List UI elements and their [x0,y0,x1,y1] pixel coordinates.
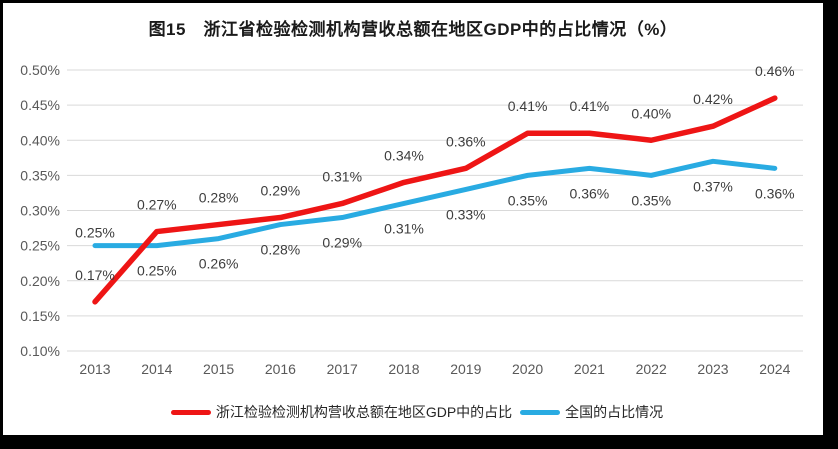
series-line [92,158,778,249]
data-label: 0.31% [384,220,424,236]
x-tick-label: 2021 [574,361,605,377]
data-label: 0.17% [75,267,115,283]
legend-swatch-zhejiang [170,409,211,415]
y-tick-label: 0.15% [20,308,60,324]
x-tick-label: 2023 [697,361,728,377]
data-label: 0.29% [261,183,301,199]
line-chart: 0.50% 0.45% 0.40% 0.35% 0.30% 0.25% 0.20% 0.15%… [20,62,803,377]
data-label: 0.31% [322,168,362,184]
data-label: 0.35% [631,192,671,208]
y-tick-label: 0.10% [20,343,60,359]
y-tick-label: 0.50% [20,62,60,78]
y-tick-label: 0.20% [20,273,60,289]
y-tick-label: 0.30% [20,203,60,219]
data-label: 0.28% [199,190,239,206]
legend: 浙江检验检测机构营收总额在地区GDP中的占比 全国的占比情况 [3,402,823,422]
x-tick-label: 2018 [388,361,419,377]
data-label: 0.36% [570,185,610,201]
y-tick-label: 0.45% [20,97,60,113]
x-tick-label: 2016 [265,361,296,377]
data-label: 0.35% [508,192,548,208]
data-label: 0.36% [755,185,795,201]
x-tick-label: 2024 [759,361,790,377]
legend-label-zhejiang: 浙江检验检测机构营收总额在地区GDP中的占比 [215,404,513,420]
y-tick-label: 0.40% [20,132,60,148]
data-label: 0.28% [261,242,301,258]
data-label: 0.26% [199,256,239,272]
series-line [92,95,778,305]
data-label: 0.40% [631,105,671,121]
y-tick-label: 0.35% [20,167,60,183]
x-tick-label: 2022 [636,361,667,377]
data-label: 0.42% [693,91,733,107]
data-label: 0.33% [446,206,486,222]
data-label: 0.41% [570,98,610,114]
x-tick-label: 2019 [450,361,481,377]
data-label: 0.27% [137,197,177,213]
data-label: 0.46% [755,63,795,79]
data-label: 0.41% [508,98,548,114]
data-label: 0.25% [137,263,177,279]
x-tick-label: 2014 [141,361,172,377]
x-tick-label: 2017 [327,361,358,377]
x-tick-label: 2015 [203,361,234,377]
y-tick-label: 0.25% [20,238,60,254]
data-label: 0.34% [384,147,424,163]
data-label: 0.36% [446,133,486,149]
chart-title: 图15 浙江省检验检测机构营收总额在地区GDP中的占比情况（%） [148,20,678,39]
data-label: 0.37% [693,178,733,194]
legend-label-national: 全国的占比情况 [565,404,664,420]
data-label: 0.25% [75,225,115,241]
chart-canvas: 图15 浙江省检验检测机构营收总额在地区GDP中的占比情况（%） 0.50% 0.… [3,3,823,435]
x-tick-label: 2013 [79,361,110,377]
data-label: 0.29% [322,235,362,251]
x-tick-label: 2020 [512,361,543,377]
legend-swatch-national [520,409,561,415]
